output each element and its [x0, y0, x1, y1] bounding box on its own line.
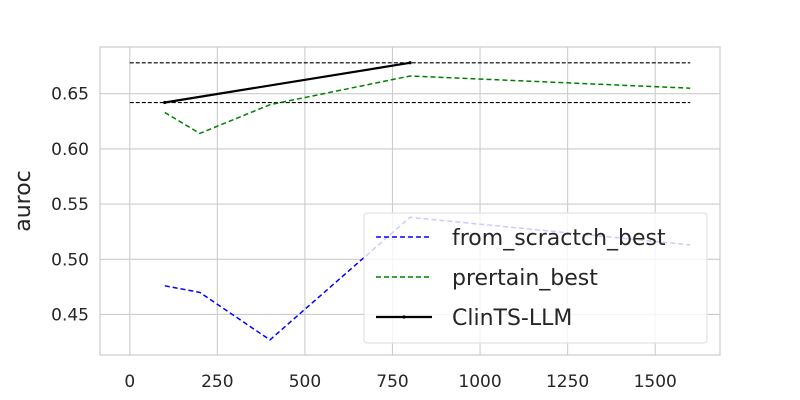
y-tick-label: 0.45 — [51, 305, 89, 325]
reference-lines — [129, 62, 691, 104]
legend-label: ClinTS-LLM — [452, 306, 572, 331]
x-tick-label: 0 — [124, 372, 135, 392]
plot-area-frame — [99, 46, 721, 356]
legend-label: from_scractch_best — [452, 226, 666, 251]
legend: from_scractch_best prertain_best ClinTS-LL… — [363, 212, 708, 344]
x-tick-label: 500 — [289, 372, 321, 392]
data-point — [408, 61, 412, 65]
y-tick-label: 0.65 — [51, 85, 89, 105]
x-tick-label: 250 — [201, 372, 233, 392]
series-line-pretrain-best — [164, 75, 691, 135]
legend-label: prertain_best — [452, 266, 598, 291]
x-tick-label: 1500 — [634, 372, 677, 392]
y-tick-label: 0.55 — [51, 195, 89, 215]
legend-box — [363, 212, 708, 344]
x-tick-label: 1000 — [458, 372, 501, 392]
legend-marker — [402, 315, 406, 319]
series-line-clints-llm — [164, 61, 411, 104]
y-tick-label: 0.50 — [51, 250, 89, 270]
y-axis-label: auroc — [11, 170, 36, 232]
tick-labels: 0 250 500 750 1000 1250 1500 0.45 0.50 0.55 0.60 0.… — [51, 85, 677, 392]
data-point — [163, 100, 167, 105]
x-tick-label: 750 — [376, 372, 408, 392]
x-tick-label: 1250 — [546, 372, 589, 392]
y-tick-label: 0.60 — [51, 140, 89, 160]
